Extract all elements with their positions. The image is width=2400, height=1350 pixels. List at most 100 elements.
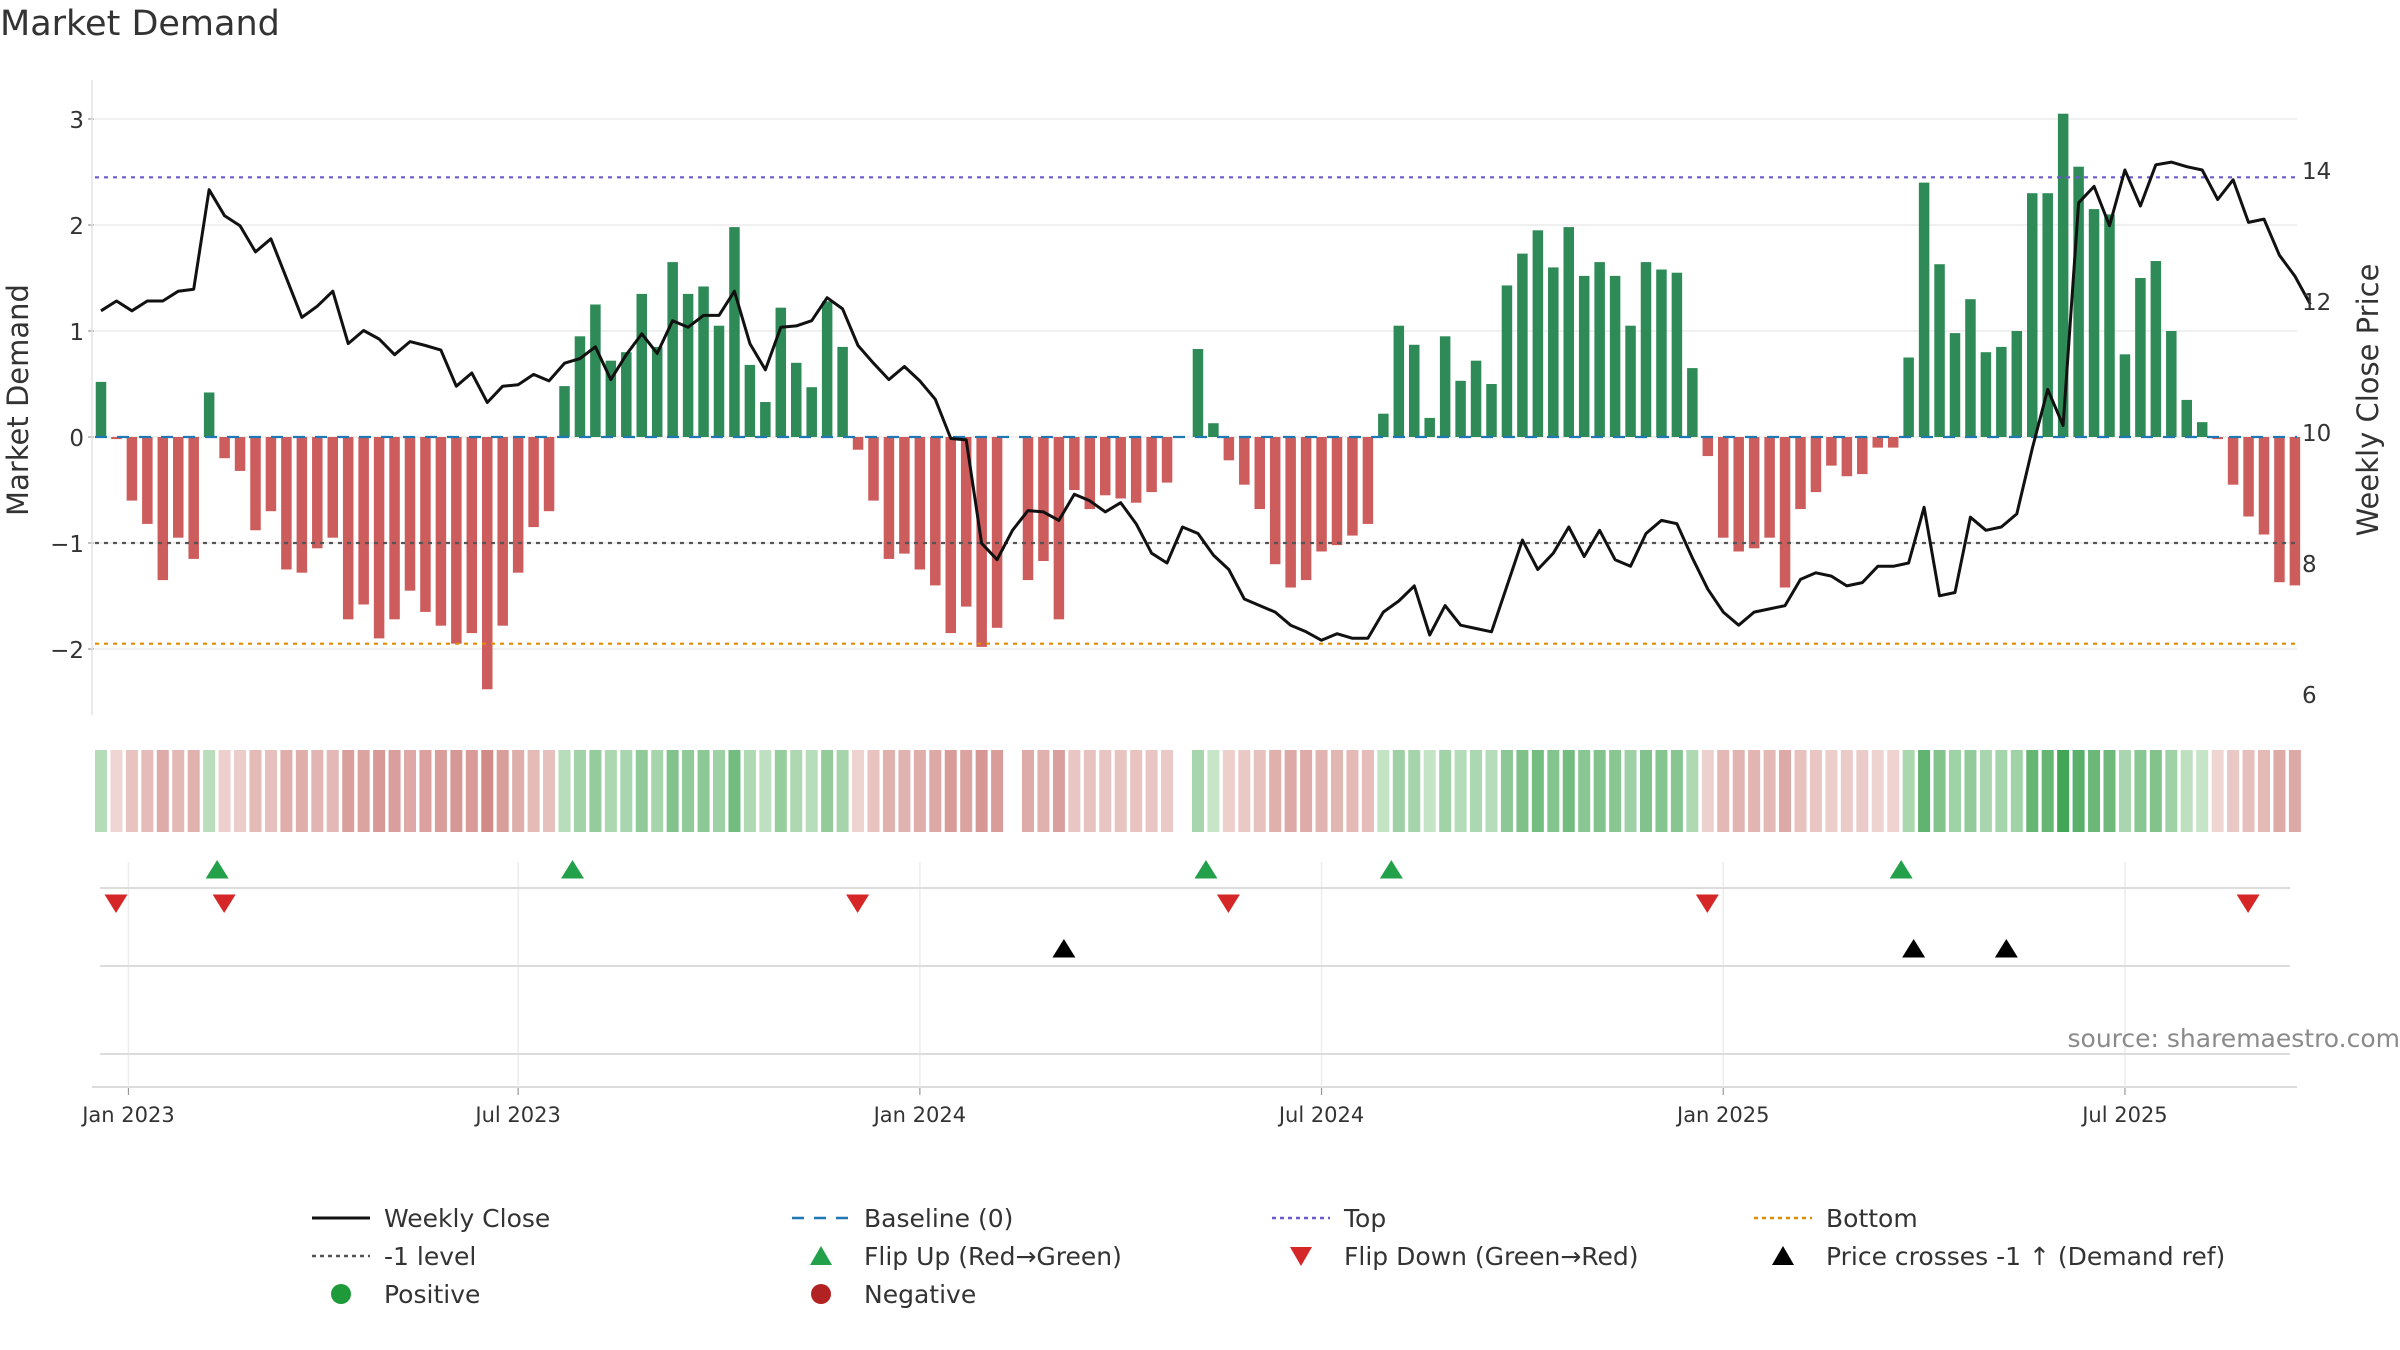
positive-bar bbox=[744, 364, 756, 437]
x-tick-label: Jul 2024 bbox=[1277, 1103, 1364, 1127]
negative-bar bbox=[219, 437, 230, 459]
negative-bar bbox=[1362, 437, 1374, 524]
heat-cell bbox=[682, 750, 695, 832]
legend-symbol-top-icon bbox=[1270, 1200, 1332, 1236]
negative-bar bbox=[2227, 437, 2239, 485]
y-tick-label-right: 12 bbox=[2302, 290, 2331, 316]
negative-bar bbox=[868, 437, 879, 501]
negative-bar bbox=[1254, 437, 1265, 510]
positive-bar bbox=[2088, 209, 2100, 437]
heat-cell bbox=[481, 750, 494, 832]
heat-cell bbox=[882, 750, 895, 832]
heat-cell bbox=[960, 750, 973, 832]
heat-cell bbox=[1037, 750, 1050, 832]
heat-cell bbox=[1562, 750, 1575, 832]
heat-cell bbox=[419, 750, 432, 832]
heat-cell bbox=[295, 750, 308, 832]
heat-cell bbox=[434, 750, 447, 832]
positive-bar bbox=[1671, 272, 1683, 437]
negative-bar bbox=[1316, 437, 1327, 552]
x-tick-label: Jan 2024 bbox=[872, 1103, 967, 1127]
negative-bar bbox=[1795, 437, 1806, 510]
heat-cell bbox=[2057, 750, 2070, 832]
heat-cell bbox=[1408, 750, 1421, 832]
heat-cell bbox=[1732, 750, 1745, 832]
positive-bar bbox=[651, 346, 663, 437]
heat-cell bbox=[1701, 750, 1714, 832]
negative-bar bbox=[327, 437, 338, 538]
signal-panels bbox=[92, 860, 2297, 1088]
negative-bar bbox=[142, 437, 153, 524]
source-credit: source: sharemaestro.com bbox=[2067, 1024, 2400, 1053]
flip-down-marker bbox=[104, 894, 128, 913]
negative-bar bbox=[358, 437, 369, 605]
y-tick-label-right: 14 bbox=[2302, 159, 2331, 185]
heat-cell bbox=[1238, 750, 1251, 832]
negative-bar bbox=[2274, 437, 2285, 583]
positive-bar bbox=[2166, 331, 2177, 437]
heat-cell bbox=[1547, 750, 1560, 832]
legend-symbol-minus-one-icon bbox=[310, 1238, 372, 1274]
heat-cell bbox=[1809, 750, 1822, 832]
positive-bar bbox=[203, 392, 215, 437]
negative-bar bbox=[1347, 437, 1358, 536]
heat-cell bbox=[1315, 750, 1328, 832]
heat-cell bbox=[1470, 750, 1483, 832]
heat-cell bbox=[944, 750, 957, 832]
positive-bar bbox=[1378, 413, 1389, 437]
heat-cell bbox=[1995, 750, 2008, 832]
heat-cell bbox=[2010, 750, 2023, 832]
positive-bar bbox=[95, 381, 107, 437]
positive-bar bbox=[806, 387, 817, 437]
negative-bar bbox=[1841, 437, 1853, 477]
positive-bar bbox=[1409, 344, 1420, 437]
flip-down-marker bbox=[1695, 894, 1719, 913]
axes bbox=[88, 80, 2126, 1095]
negative-bar bbox=[173, 437, 184, 538]
negative-bar bbox=[2289, 437, 2301, 586]
positive-bar bbox=[1996, 346, 2007, 437]
y-axis-label-left: Market Demand bbox=[1, 284, 35, 516]
negative-bar bbox=[1285, 437, 1296, 588]
negative-bar bbox=[420, 437, 431, 612]
legend-label: Price crosses -1 ↑ (Demand ref) bbox=[1826, 1241, 2226, 1271]
heat-cell bbox=[666, 750, 679, 832]
legend-label: Flip Up (Red→Green) bbox=[864, 1241, 1122, 1271]
positive-bar bbox=[1965, 299, 1976, 437]
price-cross-marker bbox=[1052, 939, 1076, 958]
negative-bar bbox=[234, 437, 246, 471]
negative-bar bbox=[1115, 437, 1126, 499]
heat-cell bbox=[898, 750, 911, 832]
heat-cell bbox=[249, 750, 262, 832]
positive-bar bbox=[1563, 227, 1574, 437]
negative-bar bbox=[930, 437, 941, 586]
y-tick-label-left: 2 bbox=[69, 214, 84, 240]
heat-cell bbox=[1825, 750, 1838, 832]
heat-cell bbox=[496, 750, 509, 832]
negative-bar bbox=[1733, 437, 1744, 552]
negative-bar bbox=[1130, 437, 1142, 503]
heat-cell bbox=[604, 750, 617, 832]
positive-bar bbox=[1455, 380, 1466, 437]
heat-cell bbox=[404, 750, 416, 832]
weekly-close-polyline bbox=[100, 160, 2312, 642]
heat-cell bbox=[1052, 750, 1065, 832]
positive-bar bbox=[837, 346, 848, 437]
negative-bar bbox=[342, 437, 354, 620]
negative-bar bbox=[914, 437, 926, 570]
heat-cell bbox=[2134, 750, 2147, 832]
heat-cell bbox=[1361, 750, 1374, 832]
positive-bar bbox=[2135, 278, 2146, 437]
heat-cell bbox=[1114, 750, 1127, 832]
heat-cell bbox=[1609, 750, 1622, 832]
positive-bar bbox=[1918, 182, 1930, 437]
negative-bar bbox=[265, 437, 277, 512]
negative-bar bbox=[389, 437, 400, 620]
legend-item-flip-down: Flip Down (Green→Red) bbox=[1270, 1238, 1639, 1274]
heat-cell bbox=[2165, 750, 2178, 832]
positive-bar bbox=[1609, 275, 1621, 437]
heat-cell bbox=[465, 750, 478, 832]
negative-bar bbox=[126, 437, 138, 501]
legend: Weekly Close Baseline (0) Top Bottom -1 leve… bbox=[0, 1200, 2400, 1320]
heat-cell bbox=[1207, 750, 1220, 832]
